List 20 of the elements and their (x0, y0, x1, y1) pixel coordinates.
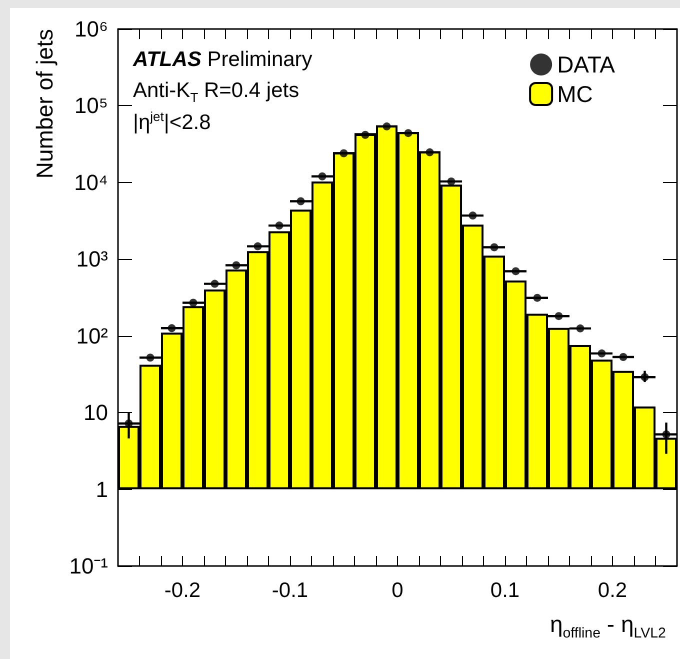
x-tick-label: 0.1 (490, 579, 520, 602)
y-tick-label: 10⁻¹ (69, 554, 108, 578)
x-tick-label: -0.2 (164, 579, 201, 602)
x-tick-label: -0.1 (272, 579, 308, 602)
y-tick-label: 10 (84, 400, 108, 426)
y-tick-label: 1 (96, 476, 108, 502)
x-axis-title: η$_{offline}$ - η$_{LVL2}$ (550, 611, 666, 642)
legend-label: MC (557, 81, 593, 107)
y-tick-label: 10³ (76, 246, 108, 272)
y-tick-label: 10⁴ (74, 170, 108, 195)
legend-label: DATA (557, 52, 616, 78)
y-axis-title: Number of jets (32, 29, 58, 179)
y-tick-label: 10⁵ (74, 93, 108, 118)
x-tick-label: 0 (392, 579, 404, 602)
x-tick-label: 0.2 (598, 579, 628, 602)
annotation: Anti-K$_{T}$ R=0.4 jets (133, 79, 300, 106)
annotation: |η$^{jet}$|<2.8 (133, 109, 211, 134)
y-tick-label: 10⁶ (74, 16, 108, 42)
annotation: ATLAS Preliminary (133, 48, 312, 72)
y-tick-label: 10² (76, 323, 108, 348)
